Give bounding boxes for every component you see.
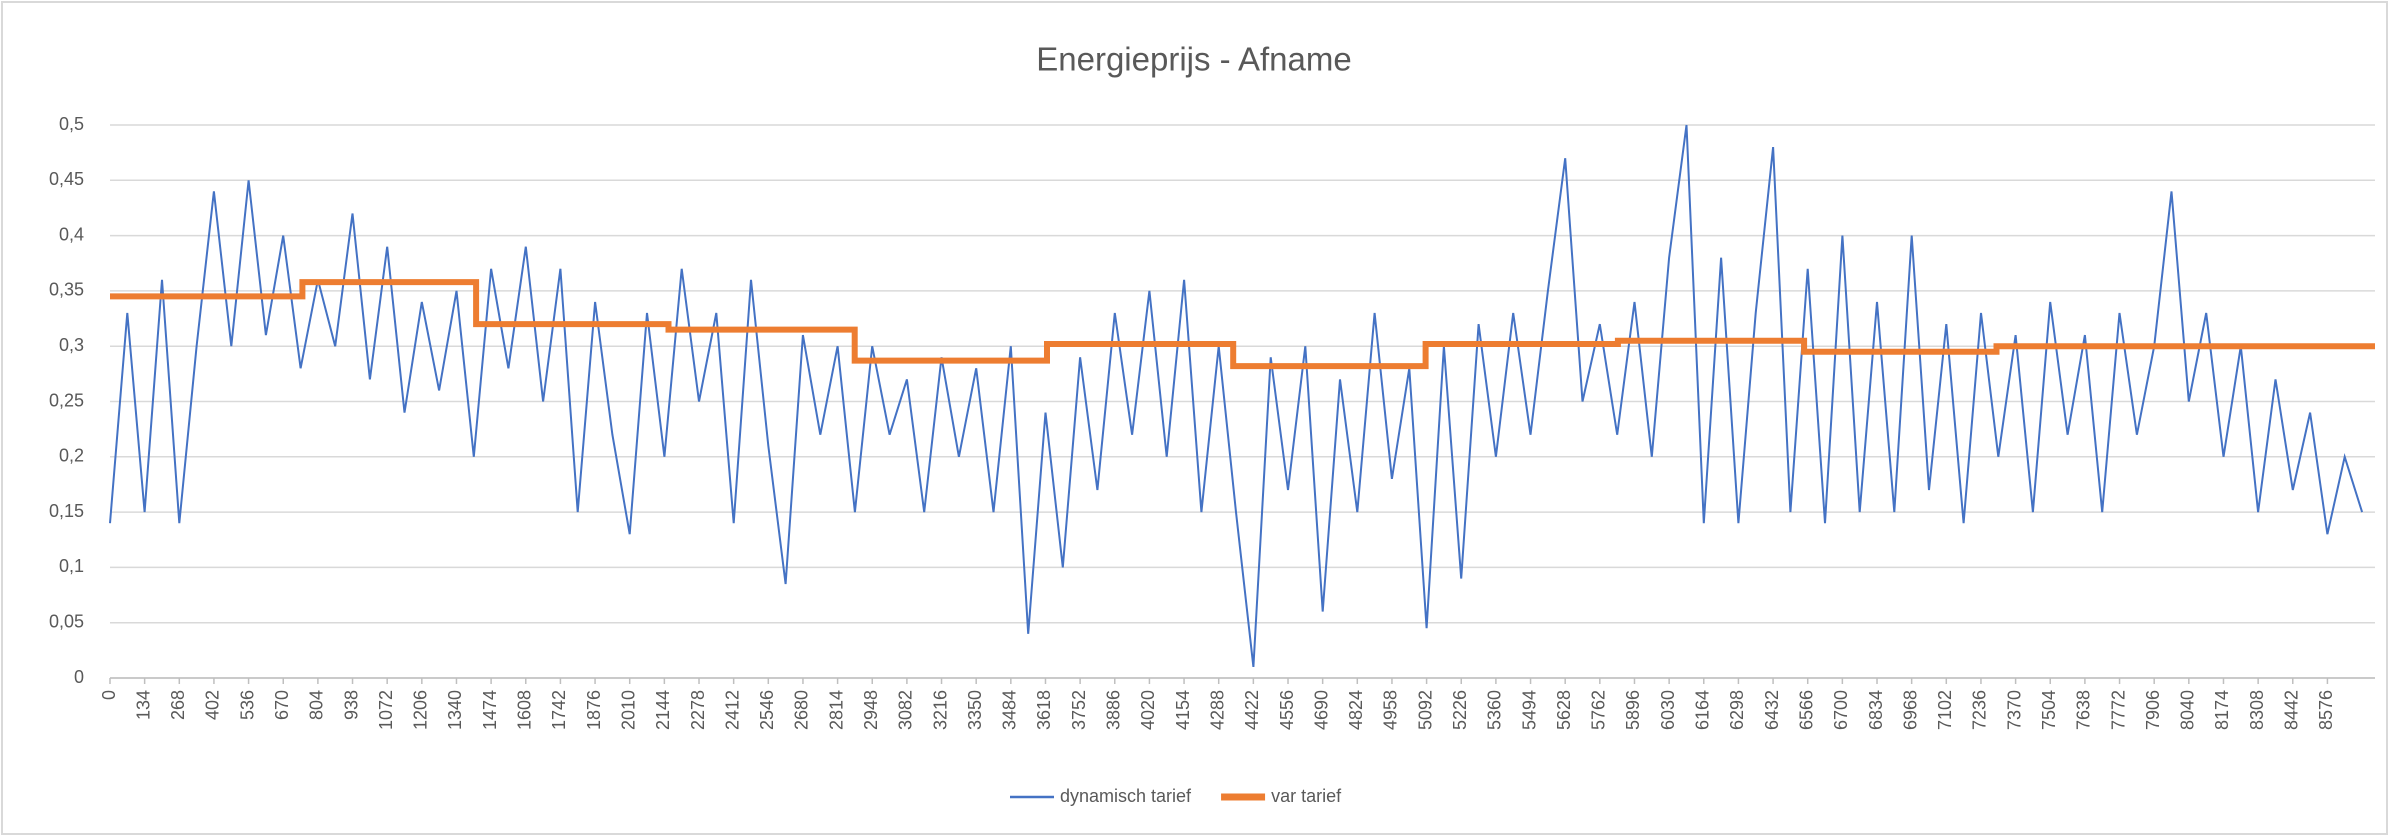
x-tick-label: 2546 [757,690,777,730]
x-tick-label: 8174 [2212,690,2232,730]
x-tick-label: 4958 [1381,690,1401,730]
y-tick-label: 0,2 [59,446,84,466]
x-tick-label: 6566 [1796,690,1816,730]
x-tick-label: 5628 [1554,690,1574,730]
x-tick-label: 7370 [2004,690,2024,730]
x-tick-label: 2948 [861,690,881,730]
x-tick-label: 938 [341,690,361,720]
x-tick-label: 3752 [1069,690,1089,730]
x-tick-label: 3216 [930,690,950,730]
x-tick-label: 6968 [1900,690,1920,730]
chart-title: Energieprijs - Afname [1036,41,1351,78]
x-tick-label: 4690 [1311,690,1331,730]
y-tick-label: 0,35 [49,280,84,300]
x-tick-label: 8576 [2316,690,2336,730]
x-tick-label: 134 [133,690,153,720]
x-tick-label: 1742 [549,690,569,730]
x-tick-label: 2412 [722,690,742,730]
x-tick-label: 2814 [826,690,846,730]
x-tick-label: 7102 [1935,690,1955,730]
legend-label: var tarief [1271,786,1342,806]
x-tick-label: 5092 [1415,690,1435,730]
x-tick-label: 6164 [1693,690,1713,730]
x-tick-label: 6834 [1866,690,1886,730]
x-tick-label: 4422 [1242,690,1262,730]
x-tick-label: 536 [237,690,257,720]
y-tick-label: 0,15 [49,501,84,521]
x-tick-label: 6432 [1762,690,1782,730]
x-tick-label: 268 [168,690,188,720]
y-tick-label: 0,3 [59,335,84,355]
y-tick-label: 0,5 [59,114,84,134]
y-tick-label: 0,45 [49,169,84,189]
x-tick-label: 4020 [1138,690,1158,730]
x-tick-label: 5360 [1485,690,1505,730]
x-tick-label: 7772 [2108,690,2128,730]
x-tick-label: 2010 [618,690,638,730]
x-tick-label: 7236 [1970,690,1990,730]
x-tick-label: 8308 [2247,690,2267,730]
x-tick-label: 5762 [1589,690,1609,730]
x-tick-label: 4556 [1277,690,1297,730]
x-tick-label: 1474 [480,690,500,730]
y-tick-label: 0,25 [49,390,84,410]
x-tick-label: 3350 [965,690,985,730]
y-tick-label: 0,4 [59,224,84,244]
x-tick-label: 8442 [2282,690,2302,730]
x-tick-label: 3484 [1000,690,1020,730]
x-tick-label: 8040 [2178,690,2198,730]
x-tick-label: 1608 [515,690,535,730]
x-tick-label: 2144 [653,690,673,730]
y-tick-label: 0,1 [59,556,84,576]
x-tick-label: 4824 [1346,690,1366,730]
x-tick-label: 5226 [1450,690,1470,730]
series-line [110,279,2375,370]
x-tick-label: 0 [99,690,119,700]
x-tick-label: 7906 [2143,690,2163,730]
x-tick-label: 5494 [1519,690,1539,730]
x-tick-label: 6030 [1658,690,1678,730]
series-line [109,124,2364,668]
y-tick-label: 0,05 [49,611,84,631]
x-tick-label: 4288 [1207,690,1227,730]
x-tick-label: 1206 [411,690,431,730]
x-tick-label: 2278 [688,690,708,730]
x-tick-label: 2680 [792,690,812,730]
x-tick-label: 670 [272,690,292,720]
x-tick-label: 1876 [584,690,604,730]
x-tick-label: 6298 [1727,690,1747,730]
x-tick-label: 4154 [1173,690,1193,730]
x-tick-label: 7638 [2074,690,2094,730]
legend-label: dynamisch tarief [1060,786,1192,806]
x-tick-label: 402 [203,690,223,720]
x-tick-label: 804 [307,690,327,720]
x-tick-label: 3082 [896,690,916,730]
y-tick-label: 0 [74,667,84,687]
x-tick-label: 5896 [1623,690,1643,730]
x-tick-label: 1072 [376,690,396,730]
x-tick-label: 7504 [2039,690,2059,730]
x-tick-label: 3618 [1034,690,1054,730]
x-tick-label: 3886 [1104,690,1124,730]
x-tick-label: 1340 [445,690,465,730]
x-tick-label: 6700 [1831,690,1851,730]
